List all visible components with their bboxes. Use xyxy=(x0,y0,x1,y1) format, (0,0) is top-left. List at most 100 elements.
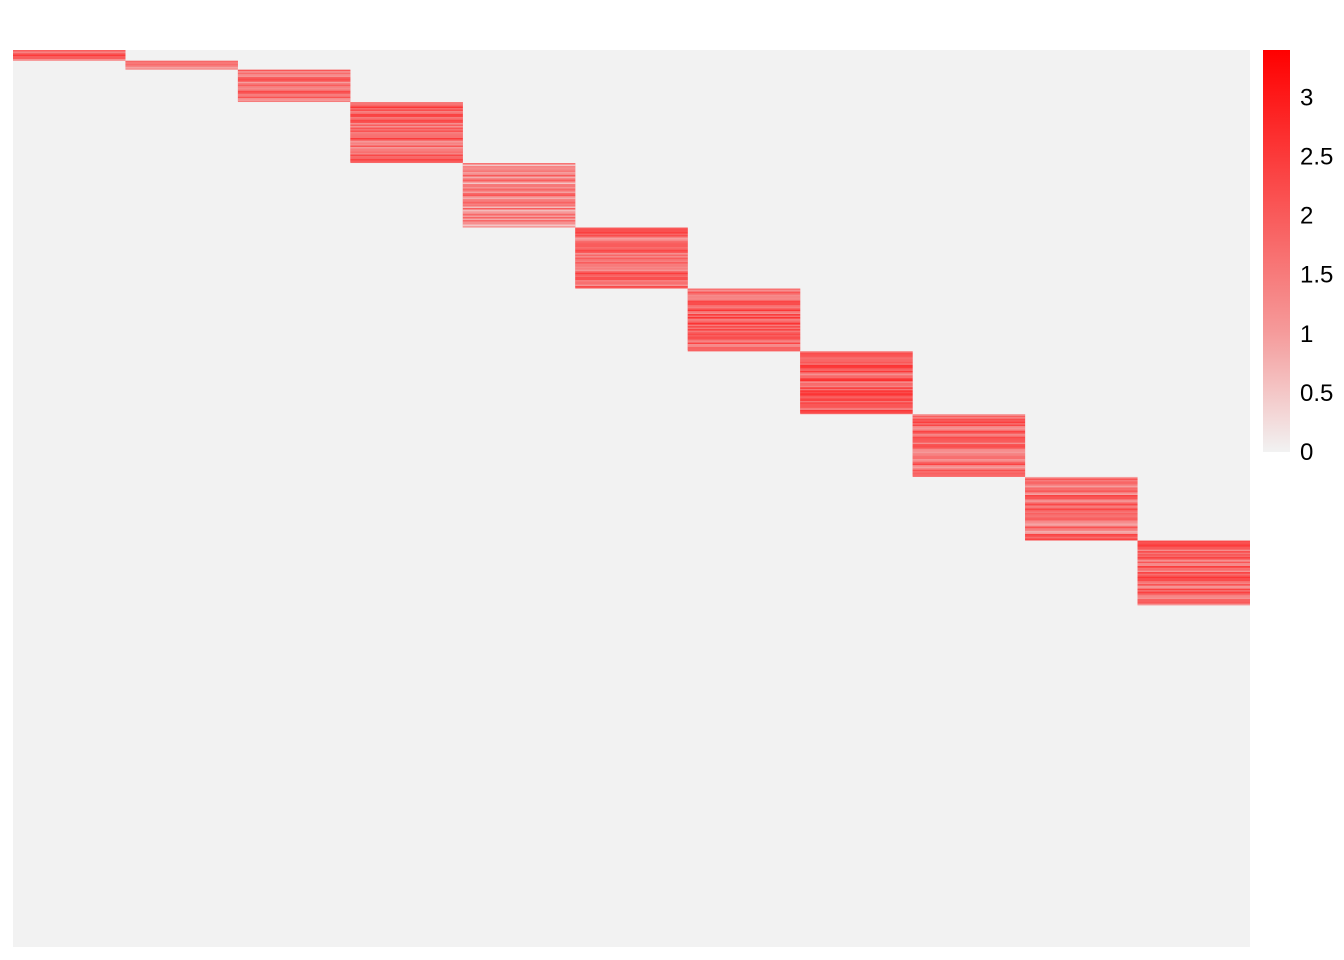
heatmap-row-stripe xyxy=(575,253,688,255)
heatmap-row-stripe xyxy=(575,274,688,276)
heatmap-row-stripe xyxy=(1137,594,1250,597)
heatmap-row-stripe xyxy=(1137,555,1250,558)
heatmap-row-stripe xyxy=(350,144,463,146)
heatmap-row-stripe xyxy=(125,65,238,67)
heatmap-row-stripe xyxy=(462,184,576,186)
heatmap-row-stripe xyxy=(1137,548,1250,550)
heatmap-row-stripe xyxy=(462,203,576,206)
heatmap-row-stripe xyxy=(800,351,913,353)
heatmap-row-stripe xyxy=(237,90,351,93)
heatmap-row-stripe xyxy=(687,348,801,351)
heatmap-row-stripe xyxy=(462,167,576,170)
heatmap-row-stripe xyxy=(1137,582,1250,585)
heatmap-row-stripe xyxy=(687,318,801,321)
heatmap-row-stripe xyxy=(687,293,801,295)
heatmap-row-stripe xyxy=(462,194,576,197)
heatmap-row-stripe xyxy=(462,187,576,189)
heatmap-row-stripe xyxy=(575,227,688,230)
heatmap-row-stripe xyxy=(800,391,913,394)
heatmap-row-stripe xyxy=(1025,532,1138,534)
heatmap-row-stripe xyxy=(800,360,913,362)
heatmap-row-stripe xyxy=(687,305,801,307)
colorbar-tick-label: 2 xyxy=(1300,203,1313,230)
heatmap-row-stripe xyxy=(800,382,913,385)
heatmap-row-stripe xyxy=(575,239,688,242)
heatmap-row-stripe xyxy=(237,92,351,94)
heatmap-row-stripe xyxy=(912,453,1026,455)
heatmap-row-stripe xyxy=(1137,587,1250,589)
heatmap-row-stripe xyxy=(350,151,463,154)
heatmap-row-stripe xyxy=(800,385,913,388)
heatmap-row-stripe xyxy=(1137,596,1250,598)
heatmap-row-stripe xyxy=(237,86,351,88)
heatmap-row-stripe xyxy=(912,454,1026,457)
heatmap-row-stripe xyxy=(1025,505,1138,507)
heatmap-row-stripe xyxy=(800,369,913,371)
heatmap-row-stripe xyxy=(462,175,576,177)
heatmap-row-stripe xyxy=(237,89,351,91)
heatmap-row-stripe xyxy=(350,133,463,136)
colorbar-ticks: 0 0.5 1 1.5 2 2.5 3 xyxy=(1300,84,1333,466)
heatmap-row-stripe xyxy=(1025,491,1138,494)
heatmap-row-stripe xyxy=(1025,487,1138,489)
heatmap-row-stripe xyxy=(912,432,1026,434)
heatmap-row-stripe xyxy=(575,238,688,240)
heatmap-row-stripe xyxy=(575,277,688,279)
heatmap-row-stripe xyxy=(1025,512,1138,515)
heatmap-row-stripe xyxy=(800,403,913,406)
heatmap-row-stripe xyxy=(800,388,913,391)
heatmap-row-stripe xyxy=(462,220,576,222)
heatmap-row-stripe xyxy=(687,297,801,300)
heatmap-row-stripe xyxy=(800,387,913,389)
heatmap-row-stripe xyxy=(800,390,913,392)
heatmap-row-stripe xyxy=(800,376,913,379)
heatmap-row-stripe xyxy=(1025,511,1138,513)
heatmap-row-stripe xyxy=(687,299,801,301)
heatmap-row-stripe xyxy=(462,188,576,191)
heatmap-row-stripe xyxy=(350,112,463,115)
heatmap-row-stripe xyxy=(1137,578,1250,580)
heatmap-row-stripe xyxy=(1025,503,1138,506)
heatmap-row-stripe xyxy=(462,182,576,185)
heatmap-row-stripe xyxy=(237,72,351,75)
heatmap-row-stripe xyxy=(800,378,913,380)
heatmap-row-stripe xyxy=(237,75,351,78)
heatmap-row-stripe xyxy=(350,102,463,104)
heatmap-row-stripe xyxy=(350,141,463,143)
heatmap-row-stripe xyxy=(1137,566,1250,568)
heatmap-row-stripe xyxy=(125,60,238,63)
heatmap-row-stripe xyxy=(687,324,801,327)
heatmap-row-stripe xyxy=(575,269,688,272)
heatmap-row-stripe xyxy=(237,83,351,85)
heatmap-row-stripe xyxy=(350,135,463,137)
heatmap-row-stripe xyxy=(912,424,1026,427)
heatmap-row-stripe xyxy=(575,248,688,251)
heatmap-row-stripe xyxy=(800,352,913,355)
heatmap-row-stripe xyxy=(912,472,1026,475)
heatmap-row-stripe xyxy=(1137,584,1250,586)
heatmap-row-stripe xyxy=(350,154,463,157)
heatmap-row-stripe xyxy=(462,163,576,165)
colorbar-tick-label: 0.5 xyxy=(1300,380,1333,407)
heatmap-row-stripe xyxy=(687,306,801,309)
color-legend: 0 0.5 1 1.5 2 2.5 3 xyxy=(1263,50,1333,466)
heatmap-row-stripe xyxy=(350,147,463,149)
heatmap-row-stripe xyxy=(1137,552,1250,555)
heatmap-row-stripe xyxy=(575,257,688,260)
heatmap-row-stripe xyxy=(687,341,801,343)
heatmap-row-stripe xyxy=(237,80,351,82)
heatmap-row-stripe xyxy=(237,98,351,100)
heatmap-row-stripe xyxy=(1025,493,1138,495)
heatmap-row-stripe xyxy=(912,430,1026,433)
heatmap-row-stripe xyxy=(237,69,351,72)
heatmap-row-stripe xyxy=(1025,490,1138,492)
heatmap-row-stripe xyxy=(1137,585,1250,588)
heatmap-row-stripe xyxy=(800,367,913,370)
heatmap-row-stripe xyxy=(1137,575,1250,577)
heatmap-row-stripe xyxy=(462,199,576,201)
heatmap-row-stripe xyxy=(687,332,801,334)
heatmap-row-stripe xyxy=(687,291,801,294)
heatmap-row-stripe xyxy=(1137,543,1250,546)
heatmap-row-stripe xyxy=(687,339,801,342)
heatmap-row-stripe xyxy=(462,169,576,171)
